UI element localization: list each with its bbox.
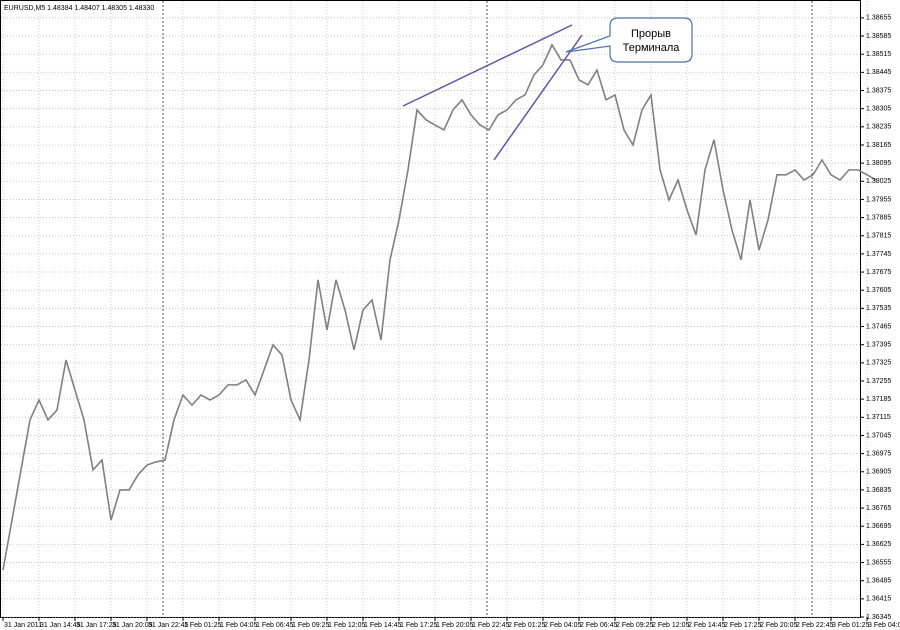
- y-tick-label: 1.38305: [866, 106, 891, 113]
- x-tick-label: 2 Feb 01:25: [508, 622, 545, 629]
- x-tick-label: 1 Feb 01:25: [184, 622, 221, 629]
- x-tick-label: 2 Feb 20:05: [760, 622, 797, 629]
- x-tick-label: 1 Feb 22:45: [472, 622, 509, 629]
- y-tick-label: 1.37745: [866, 251, 891, 258]
- x-tick-label: 2 Feb 14:45: [688, 622, 725, 629]
- x-tick-label: 3 Feb 04:05: [868, 622, 900, 629]
- y-tick-label: 1.36905: [866, 469, 891, 476]
- y-tick-label: 1.37955: [866, 196, 891, 203]
- annotation: Прорыв Терминала: [623, 28, 681, 54]
- x-tick-label: 31 Jan 17:25: [76, 622, 117, 629]
- x-tick-label: 2 Feb 04:05: [544, 622, 581, 629]
- x-tick-label: 2 Feb 06:45: [580, 622, 617, 629]
- series: [2, 43, 877, 571]
- y-tick-label: 1.37115: [866, 414, 891, 421]
- y-tick-label: 1.38095: [866, 160, 891, 167]
- y-tick-label: 1.36415: [866, 596, 891, 603]
- y-tick-label: 1.37465: [866, 323, 891, 330]
- y-tick-label: 1.37605: [866, 287, 891, 294]
- y-tick-label: 1.38025: [866, 178, 891, 185]
- y-tick-label: 1.37045: [866, 432, 891, 439]
- x-tick-label: 31 Jan 14:45: [40, 622, 81, 629]
- x-tick-label: 2 Feb 22:45: [796, 622, 833, 629]
- y-tick-label: 1.38655: [866, 15, 891, 22]
- y-tick-label: 1.37255: [866, 378, 891, 385]
- y-tick-label: 1.37395: [866, 342, 891, 349]
- y-tick-label: 1.36555: [866, 559, 891, 566]
- y-tick-label: 1.37885: [866, 214, 891, 221]
- x-tick-label: 1 Feb 14:45: [364, 622, 401, 629]
- x-tick-label: 31 Jan 20:05: [112, 622, 153, 629]
- y-tick-label: 1.38445: [866, 69, 891, 76]
- chart-title: EURUSD,M5 1.48384 1.48407 1.48305 1.4833…: [4, 5, 154, 12]
- x-tick-label: 1 Feb 20:05: [436, 622, 473, 629]
- y-tick-label: 1.36485: [866, 578, 891, 585]
- y-tick-label: 1.36835: [866, 487, 891, 494]
- x-tick-label: 2 Feb 17:25: [724, 622, 761, 629]
- x-tick-label: 3 Feb 01:25: [832, 622, 869, 629]
- x-tick-label: 1 Feb 06:45: [256, 622, 293, 629]
- y-tick-label: 1.37535: [866, 305, 891, 312]
- y-tick-label: 1.36625: [866, 541, 891, 548]
- y-tick-label: 1.37185: [866, 396, 891, 403]
- trend-line: [493, 34, 583, 161]
- x-tick-label: 1 Feb 09:25: [292, 622, 329, 629]
- x-tick-label: 31 Jan 2011: [4, 622, 42, 629]
- x-tick-label: 1 Feb 12:05: [328, 622, 365, 629]
- y-tick-label: 1.38235: [866, 124, 891, 131]
- plot-frame: [0, 0, 861, 618]
- x-tick-label: 1 Feb 04:05: [220, 622, 257, 629]
- price-line: [2, 43, 877, 571]
- x-tick-label: 31 Jan 22:45: [148, 622, 189, 629]
- x-tick-label: 2 Feb 12:05: [652, 622, 689, 629]
- y-tick-label: 1.36975: [866, 450, 891, 457]
- y-tick-label: 1.36345: [866, 614, 891, 621]
- y-tick-label: 1.36765: [866, 505, 891, 512]
- y-tick-label: 1.38585: [866, 33, 891, 40]
- trend-line: [402, 24, 573, 107]
- y-tick-label: 1.38375: [866, 87, 891, 94]
- y-tick-label: 1.37815: [866, 233, 891, 240]
- y-tick-label: 1.38515: [866, 51, 891, 58]
- x-tick-label: 1 Feb 17:25: [400, 622, 437, 629]
- callout: [565, 17, 693, 63]
- x-tick-label: 2 Feb 09:25: [616, 622, 653, 629]
- y-tick-label: 1.38165: [866, 142, 891, 149]
- y-tick-label: 1.36695: [866, 523, 891, 530]
- y-tick-label: 1.37675: [866, 269, 891, 276]
- grid: [1, 1, 868, 618]
- y-tick-label: 1.37325: [866, 360, 891, 367]
